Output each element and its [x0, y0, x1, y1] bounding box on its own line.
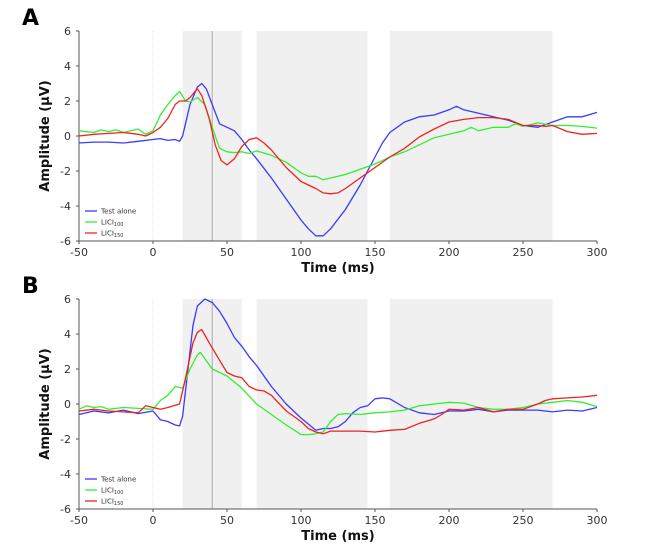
panel-a: -6 -4 -2 0 2 4 6 -50 0 50 100 150 200 250 300 Time (ms)…: [22, 6, 608, 276]
x-axis-label: Time (ms): [301, 529, 374, 544]
legend-entry: LICI150: [101, 498, 123, 508]
series-line-test-alone: [78, 298, 598, 431]
panel-letter: A: [22, 6, 39, 31]
analysis-window: [389, 31, 553, 241]
x-tick-label: -50: [70, 514, 88, 527]
x-tick-label: 50: [220, 514, 234, 527]
x-tick-label: 150: [365, 246, 386, 259]
series-line-lici100: [78, 351, 598, 436]
legend-label: LICI: [101, 230, 114, 238]
x-tick-label: 300: [587, 514, 608, 527]
y-tick-label: 4: [64, 328, 71, 341]
panel-letter: B: [22, 274, 39, 299]
x-tick-label: 300: [587, 246, 608, 259]
legend-subscript: 100: [114, 222, 124, 228]
y-axis-label: Amplitude (µV): [38, 80, 53, 191]
x-tick-label: 50: [220, 246, 234, 259]
legend-subscript: 150: [114, 501, 124, 507]
y-tick-label: 2: [64, 95, 71, 108]
legend-entry: Test alone: [100, 208, 136, 216]
series-line-test-alone: [78, 82, 598, 237]
y-tick-label: 6: [64, 293, 71, 306]
y-tick-label: -4: [60, 200, 71, 213]
legend-label: LICI: [101, 219, 114, 227]
legend-label: LICI: [101, 498, 114, 506]
legend-label: LICI: [101, 487, 114, 495]
analysis-window: [389, 299, 553, 509]
y-tick-label: 6: [64, 25, 71, 38]
x-tick-label: 250: [513, 514, 534, 527]
x-tick-label: 200: [439, 514, 460, 527]
y-tick-label: -6: [60, 503, 71, 516]
legend-subscript: 150: [114, 233, 124, 239]
legend-label: Test alone: [100, 208, 136, 216]
series-line-lici100: [78, 90, 598, 181]
y-axis-label: Amplitude (µV): [38, 348, 53, 459]
y-tick-label: -6: [60, 235, 71, 248]
y-tick-label: 0: [64, 398, 71, 411]
y-tick-label: 2: [64, 363, 71, 376]
x-tick-label: 0: [150, 514, 157, 527]
legend-subscript: 100: [114, 490, 124, 496]
y-tick-label: 0: [64, 130, 71, 143]
x-tick-label: -50: [70, 246, 88, 259]
legend-label: Test alone: [100, 476, 136, 484]
x-tick-label: 100: [291, 514, 312, 527]
x-tick-label: 200: [439, 246, 460, 259]
x-tick-label: 0: [150, 246, 157, 259]
y-tick-label: 4: [64, 60, 71, 73]
x-tick-label: 100: [291, 246, 312, 259]
legend-entry: LICI100: [101, 219, 123, 229]
y-tick-label: -2: [60, 433, 71, 446]
analysis-window: [256, 299, 368, 509]
legend-entry: Test alone: [100, 476, 136, 484]
series-line-lici150: [78, 328, 598, 435]
legend-entry: LICI150: [101, 230, 123, 240]
x-tick-label: 150: [365, 514, 386, 527]
series-line-lici150: [78, 88, 598, 195]
panel-b: -6 -4 -2 0 2 4 6 -50 0 50 100 150 200 250 300 Time (ms)…: [22, 274, 608, 544]
x-axis-label: Time (ms): [301, 261, 374, 276]
y-tick-label: -4: [60, 468, 71, 481]
analysis-window: [256, 31, 368, 241]
x-tick-label: 250: [513, 246, 534, 259]
y-tick-label: -2: [60, 165, 71, 178]
legend-entry: LICI100: [101, 487, 123, 497]
